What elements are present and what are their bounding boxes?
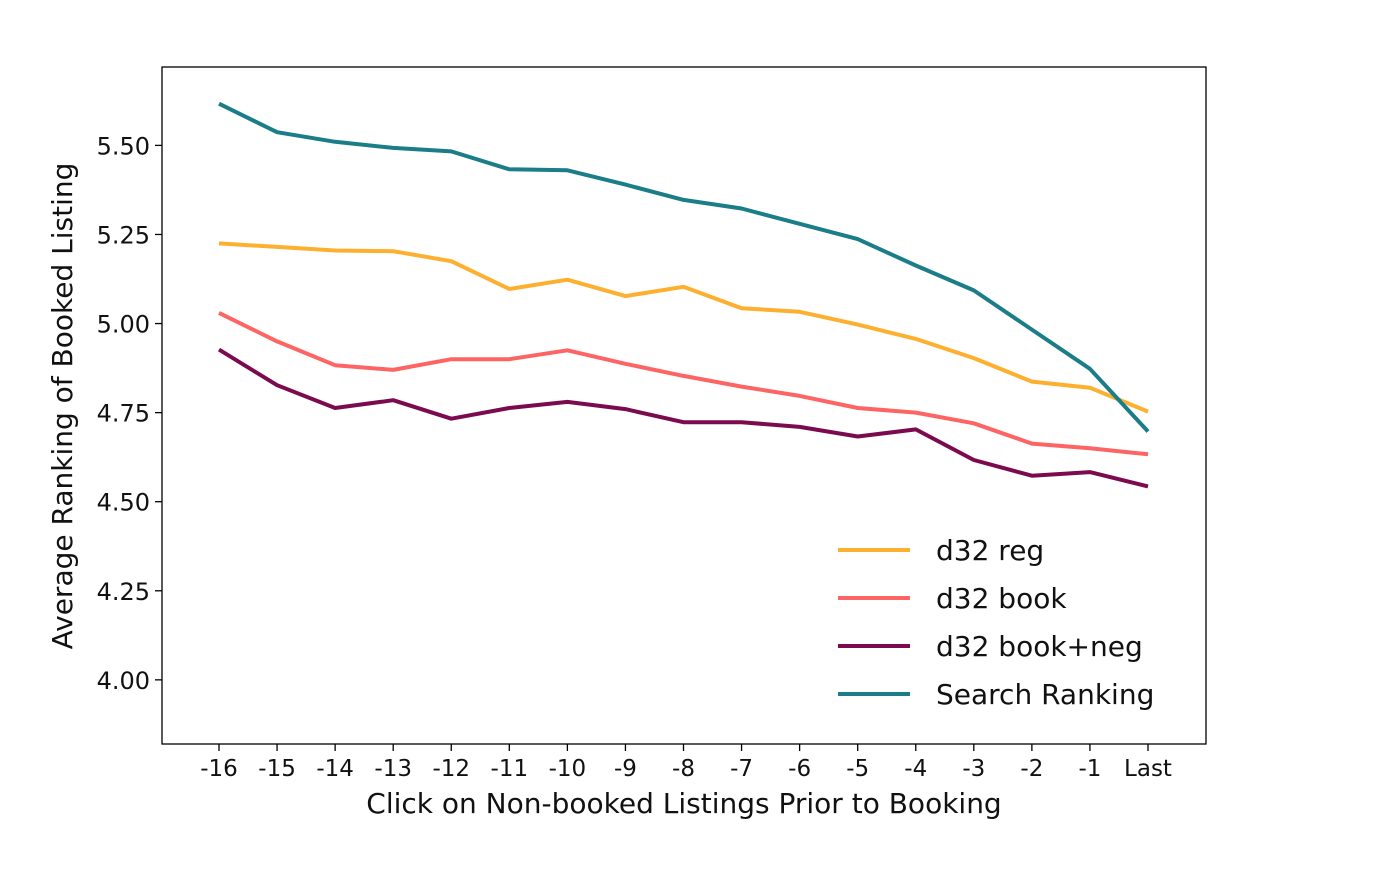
x-tick-label: -6 [788, 756, 811, 782]
x-tick-label: -7 [730, 756, 753, 782]
x-tick-label: -15 [258, 756, 296, 782]
y-tick-label: 5.25 [97, 221, 150, 249]
series-line-3 [217, 347, 1149, 489]
y-tick-label: 4.50 [97, 489, 150, 517]
x-axis: -16 -15 -14 -13 -12 -11 -10 -9 -8 -7 -6 -5 -4 -3 -2 -1 L… [200, 744, 1172, 782]
x-tick-label: -11 [491, 756, 529, 782]
x-tick-label: -9 [614, 756, 637, 782]
x-tick-label: -4 [904, 756, 927, 782]
legend-label: d32 reg [936, 534, 1044, 567]
x-tick-label: -8 [672, 756, 695, 782]
x-tick-label: -1 [1078, 756, 1101, 782]
x-tick-label: -16 [200, 756, 238, 782]
x-tick-label: -2 [1020, 756, 1043, 782]
x-tick-label: -5 [846, 756, 869, 782]
series-line-2 [218, 311, 1149, 457]
x-tick-label: -14 [316, 756, 354, 782]
series-lines [217, 101, 1150, 489]
y-tick-label: 5.00 [97, 311, 150, 339]
x-tick-label: -10 [549, 756, 587, 782]
legend-label: d32 book+neg [936, 630, 1143, 663]
legend: d32 reg d32 book d32 book+neg Search Rankin… [838, 534, 1154, 711]
x-tick-label: Last [1124, 756, 1172, 782]
series-line-1 [218, 241, 1149, 414]
legend-label: d32 book [936, 582, 1067, 615]
series-line-4 [218, 101, 1150, 433]
y-tick-label: 4.00 [97, 667, 150, 695]
y-axis: 4.00 4.25 4.50 4.75 5.00 5.25 5.50 [97, 132, 162, 695]
x-tick-label: -3 [962, 756, 985, 782]
y-tick-label: 5.50 [97, 132, 150, 160]
x-tick-label: -12 [432, 756, 470, 782]
y-tick-label: 4.75 [97, 400, 150, 428]
legend-label: Search Ranking [936, 678, 1154, 711]
y-axis-label: Average Ranking of Booked Listing [46, 163, 79, 650]
x-tick-label: -13 [374, 756, 412, 782]
x-axis-label: Click on Non-booked Listings Prior to Bo… [366, 787, 1001, 820]
y-tick-label: 4.25 [97, 578, 150, 606]
